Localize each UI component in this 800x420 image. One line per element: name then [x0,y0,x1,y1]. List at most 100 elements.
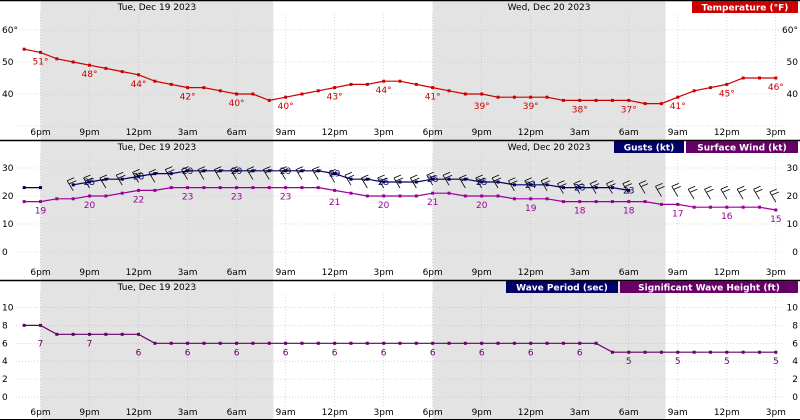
wind-barb [475,174,485,189]
gusts-point [39,186,43,190]
wind-barb-staff [769,191,777,203]
wind-barb [181,166,191,180]
wind-barb-flag [461,177,469,182]
wind-point [186,186,190,190]
temperature-label: 40° [278,102,294,112]
wind-barb-staff [720,188,728,200]
wave_height-point [659,350,663,354]
night-shade [40,1,274,140]
wind-point [104,194,108,198]
gusts-point [120,177,124,181]
wave_height-point [610,350,614,354]
temperature-label: 40° [229,99,245,109]
night-shade [432,281,666,420]
panel-3: 0 0 2 2 4 4 6 6 8 8 10 10 6pm 9pm 12pm 3am 6am 9am 12pm 3pm… [0,279,800,420]
wind-barb-flag [99,174,108,179]
temperature-point [316,89,320,93]
wind-barb-staff [66,180,74,192]
gusts-point [414,180,418,184]
x-tick-label: 12pm [126,128,152,138]
temperature-point [55,57,59,61]
temperature-point [774,76,778,80]
wind-barb-flag [116,171,124,176]
wind-barb-staff [83,177,90,189]
y-tick-label-left: 10 [2,220,14,230]
y-tick-label-right: 10 [787,303,799,313]
temperature-point [496,95,500,99]
wave_height-label: 6 [479,348,485,358]
wind-barb [148,169,159,183]
x-tick-label: 3pm [374,408,394,418]
wind-barb-flag [412,177,420,182]
wind-point [284,186,288,190]
wind-barb-flag [687,185,696,190]
wind-barb-staff [393,177,401,189]
wind-barb [83,174,93,189]
wind-barb [377,174,387,189]
gusts-point [71,183,75,187]
wind-point [545,197,549,201]
wind-barb [328,169,338,183]
wind-barb-flag [738,188,747,193]
wave_height-point [22,323,26,327]
wave_height-point [414,341,418,345]
wind-label: 23 [280,193,291,203]
wind-label: 15 [770,215,781,225]
wind-barb-flag [606,180,614,184]
wind-barb [459,174,469,189]
x-tick-label: 3am [178,408,198,418]
temperature-point [529,95,533,99]
wind-barb [508,177,518,192]
wind-barb-flag [771,191,779,196]
wind-barb [213,166,224,180]
temperature-label: 41° [425,93,441,103]
wind-barb-flag [428,174,436,179]
wind-barb-flag [312,166,320,170]
wind-label: 21 [329,198,340,208]
wind-barb-flag [344,171,353,176]
wave_height-point [333,341,337,345]
x-tick-label: 6pm [30,268,50,278]
wave_height-point [104,332,108,336]
wind-label: 17 [672,209,683,219]
temperature-label: 38° [572,105,588,115]
temperature-label: 44° [376,86,392,96]
wind-barb-flag [181,166,189,170]
y-tick-label-right: 0 [792,393,798,403]
x-tick-label: 9am [276,128,296,138]
temperature-label: 41° [670,102,686,112]
wave_height-point [251,341,255,345]
wind-point [333,188,337,192]
x-tick-label: 12pm [322,408,348,418]
temperature-point [463,92,467,96]
gusts-label: 29 [182,167,194,177]
wind-barb-staff [311,169,319,180]
wind-barb-flag [361,174,369,179]
temperature-point [251,92,255,96]
temperature-point [186,86,190,90]
gusts-label: 23 [574,184,585,194]
wind-barb-staff [230,169,237,180]
wave_height-point [545,341,549,345]
x-tick-label: 3am [178,268,198,278]
wind-barb-flag [67,177,75,182]
gusts-point [512,183,516,187]
wave_height-point [284,341,288,345]
x-tick-label: 6am [619,408,639,418]
wind-barb-flag [295,166,304,170]
wind-point [120,191,124,195]
wind-barb-flag [216,169,224,173]
wind-point [610,200,614,204]
temperature-point [104,66,108,70]
temperature-point [300,92,304,96]
y-tick-label-left: 50 [2,58,14,68]
wind-point [22,200,26,204]
wind-barb-staff [181,169,188,180]
legend-label: Temperature (°F) [702,4,789,14]
night-shade [40,141,274,280]
wind-barb [99,174,110,189]
gusts-label: 28 [133,172,145,182]
wind-barb [687,185,698,200]
x-tick-label: 6am [619,128,639,138]
